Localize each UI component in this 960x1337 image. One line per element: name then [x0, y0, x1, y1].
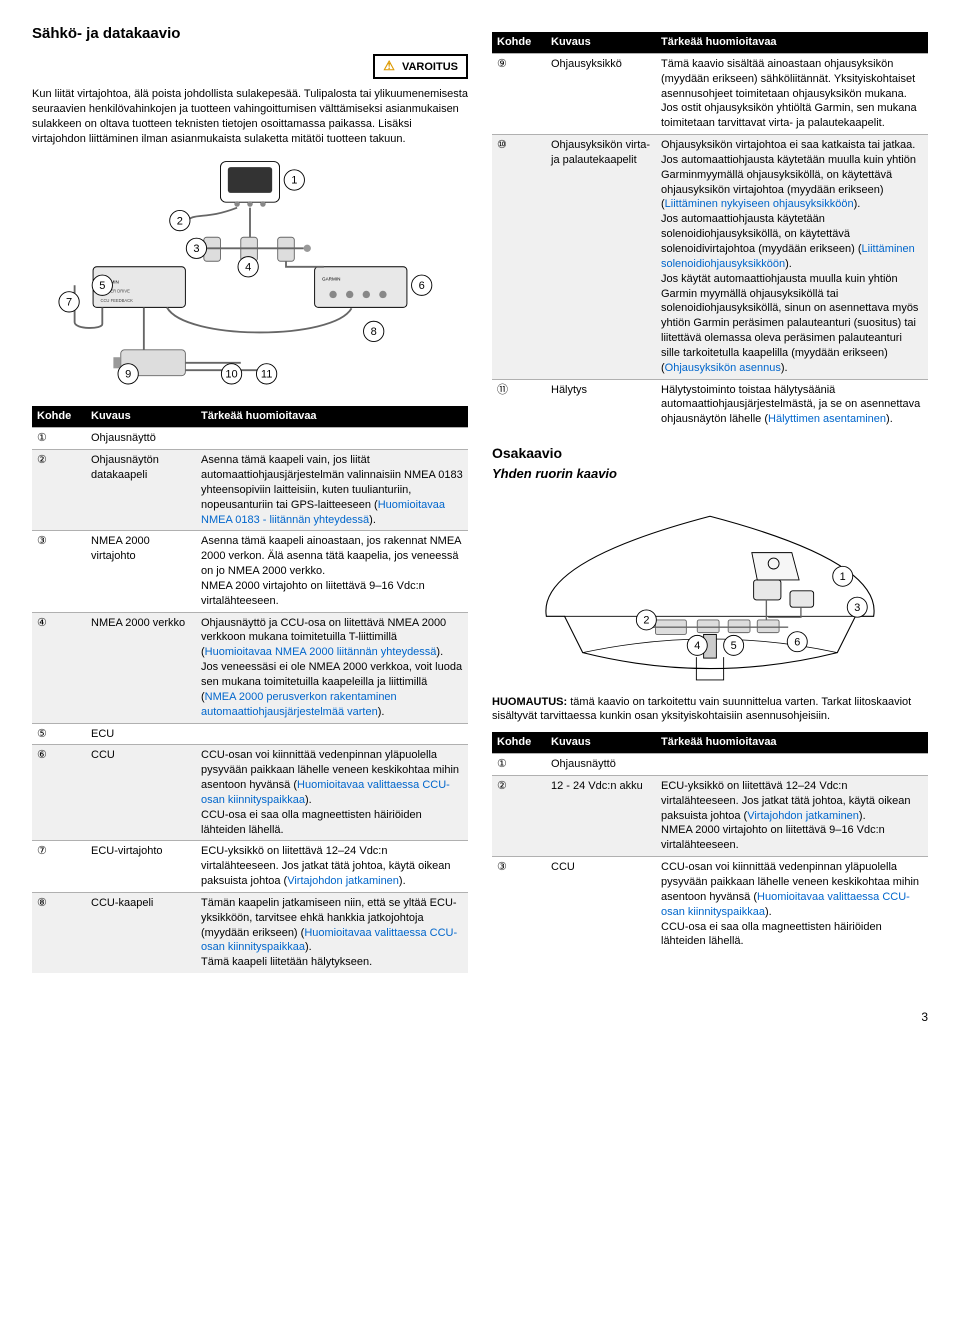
table-row: ②12 - 24 Vdc:n akkuECU-yksikkö on liitet… — [492, 775, 928, 856]
note-paragraph: HUOMAUTUS: tämä kaavio on tarkoitettu va… — [492, 695, 928, 725]
cell-kuvaus: ECU — [86, 723, 196, 745]
boat-diagram: 1 2 3 4 5 6 — [492, 489, 928, 689]
svg-text:3: 3 — [193, 243, 199, 255]
cell-kuvaus: Ohjausnäytön datakaapeli — [86, 450, 196, 531]
cell-tarkea — [196, 428, 468, 450]
cell-kohde: ⑤ — [32, 723, 86, 745]
table-row: ⑪HälytysHälytystoiminto toistaa hälytysä… — [492, 379, 928, 430]
warning-label: VAROITUS — [402, 61, 458, 73]
warning-box: ⚠ VAROITUS — [373, 54, 468, 79]
cell-kuvaus: Hälytys — [546, 379, 656, 430]
th-kuvaus: Kuvaus — [86, 406, 196, 427]
table-row: ①Ohjausnäyttö — [32, 428, 468, 450]
cell-kuvaus: 12 - 24 Vdc:n akku — [546, 775, 656, 856]
cell-tarkea: Ohjausyksikön virtajohtoa ei saa katkais… — [656, 135, 928, 380]
left-table: Kohde Kuvaus Tärkeää huomioitavaa ①Ohjau… — [32, 406, 468, 973]
th-kuvaus-r: Kuvaus — [546, 32, 656, 53]
th-kohde-r: Kohde — [492, 32, 546, 53]
svg-text:11: 11 — [261, 369, 272, 381]
cell-tarkea: Hälytystoiminto toistaa hälytysääniä aut… — [656, 379, 928, 430]
svg-text:2: 2 — [643, 614, 649, 626]
page-number: 3 — [32, 1009, 928, 1025]
th-tarkea-r: Tärkeää huomioitavaa — [656, 32, 928, 53]
svg-text:5: 5 — [99, 280, 105, 292]
cell-kuvaus: Ohjausyksikkö — [546, 53, 656, 134]
th-kohde: Kohde — [32, 406, 86, 427]
cell-kohde: ④ — [32, 612, 86, 723]
table-row: ⑨OhjausyksikköTämä kaavio sisältää ainoa… — [492, 53, 928, 134]
table-row: ⑩Ohjausyksikön virta- ja palautekaapelit… — [492, 135, 928, 380]
table-row: ③NMEA 2000 virtajohtoAsenna tämä kaapeli… — [32, 531, 468, 612]
cell-tarkea: Tämän kaapelin jatkamiseen niin, että se… — [196, 892, 468, 973]
svg-text:8: 8 — [371, 327, 377, 339]
cell-kohde: ⑩ — [492, 135, 546, 380]
th-kuvaus-r2: Kuvaus — [546, 732, 656, 753]
cell-kuvaus: CCU-kaapeli — [86, 892, 196, 973]
cell-tarkea: CCU-osan voi kiinnittää vedenpinnan yläp… — [196, 745, 468, 841]
svg-text:9: 9 — [125, 369, 131, 381]
cell-kohde: ⑨ — [492, 53, 546, 134]
svg-text:6: 6 — [419, 280, 425, 292]
wiring-diagram: GARMIN POWER DRIVE CCU FEEDBACK GARMIN — [32, 156, 468, 396]
warning-icon: ⚠ — [383, 58, 395, 73]
cell-kohde: ② — [492, 775, 546, 856]
table-row: ①Ohjausnäyttö — [492, 754, 928, 776]
svg-text:4: 4 — [245, 262, 251, 274]
svg-text:GARMIN: GARMIN — [322, 277, 340, 282]
section-title: Sähkö- ja datakaavio — [32, 24, 468, 44]
svg-text:CCU FEEDBACK: CCU FEEDBACK — [100, 298, 133, 303]
cell-tarkea: Asenna tämä kaapeli ainoastaan, jos rake… — [196, 531, 468, 612]
table-row: ②Ohjausnäytön datakaapeliAsenna tämä kaa… — [32, 450, 468, 531]
cell-tarkea: Ohjausnäyttö ja CCU-osa on liitettävä NM… — [196, 612, 468, 723]
right-table-top: Kohde Kuvaus Tärkeää huomioitavaa ⑨Ohjau… — [492, 32, 928, 430]
svg-text:6: 6 — [794, 636, 800, 648]
cell-kohde: ③ — [32, 531, 86, 612]
cell-kuvaus: Ohjausnäyttö — [86, 428, 196, 450]
cell-kuvaus: NMEA 2000 virtajohto — [86, 531, 196, 612]
svg-text:1: 1 — [291, 175, 297, 187]
svg-text:2: 2 — [177, 216, 183, 228]
subsection-subtitle: Yhden ruorin kaavio — [492, 465, 928, 483]
cell-kohde: ② — [32, 450, 86, 531]
cell-tarkea — [196, 723, 468, 745]
cell-kuvaus: Ohjausyksikön virta- ja palautekaapelit — [546, 135, 656, 380]
table-row: ⑥CCUCCU-osan voi kiinnittää vedenpinnan … — [32, 745, 468, 841]
table-row: ⑤ECU — [32, 723, 468, 745]
svg-text:7: 7 — [66, 297, 72, 309]
cell-kuvaus: ECU-virtajohto — [86, 841, 196, 893]
cell-kohde: ① — [32, 428, 86, 450]
cell-kohde: ⑦ — [32, 841, 86, 893]
th-tarkea: Tärkeää huomioitavaa — [196, 406, 468, 427]
th-tarkea-r2: Tärkeää huomioitavaa — [656, 732, 928, 753]
cell-kuvaus: Ohjausnäyttö — [546, 754, 656, 776]
cell-kohde: ③ — [492, 857, 546, 953]
warn-wrapper: ⚠ VAROITUS — [32, 50, 468, 83]
cell-tarkea: ECU-yksikkö on liitettävä 12–24 Vdc:n vi… — [656, 775, 928, 856]
svg-text:5: 5 — [731, 640, 737, 652]
cell-tarkea: Asenna tämä kaapeli vain, jos liität aut… — [196, 450, 468, 531]
cell-kohde: ⑥ — [32, 745, 86, 841]
svg-text:10: 10 — [225, 369, 237, 381]
cell-tarkea: ECU-yksikkö on liitettävä 12–24 Vdc:n vi… — [196, 841, 468, 893]
subsection-title: Osakaavio — [492, 444, 928, 463]
svg-text:4: 4 — [694, 640, 700, 652]
warning-paragraph: Kun liität virtajohtoa, älä poista johdo… — [32, 87, 468, 146]
cell-kuvaus: NMEA 2000 verkko — [86, 612, 196, 723]
cell-kuvaus: CCU — [86, 745, 196, 841]
table-row: ④NMEA 2000 verkkoOhjausnäyttö ja CCU-osa… — [32, 612, 468, 723]
cell-kohde: ① — [492, 754, 546, 776]
table-row: ⑧CCU-kaapeliTämän kaapelin jatkamiseen n… — [32, 892, 468, 973]
cell-kuvaus: CCU — [546, 857, 656, 953]
cell-tarkea: CCU-osan voi kiinnittää vedenpinnan yläp… — [656, 857, 928, 953]
cell-kohde: ⑧ — [32, 892, 86, 973]
svg-text:1: 1 — [840, 570, 846, 582]
table-row: ③CCUCCU-osan voi kiinnittää vedenpinnan … — [492, 857, 928, 953]
svg-text:3: 3 — [854, 601, 860, 613]
cell-tarkea — [656, 754, 928, 776]
th-kohde-r2: Kohde — [492, 732, 546, 753]
cell-kohde: ⑪ — [492, 379, 546, 430]
right-table-bottom: Kohde Kuvaus Tärkeää huomioitavaa ①Ohjau… — [492, 732, 928, 952]
cell-tarkea: Tämä kaavio sisältää ainoastaan ohjausyk… — [656, 53, 928, 134]
table-row: ⑦ECU-virtajohtoECU-yksikkö on liitettävä… — [32, 841, 468, 893]
